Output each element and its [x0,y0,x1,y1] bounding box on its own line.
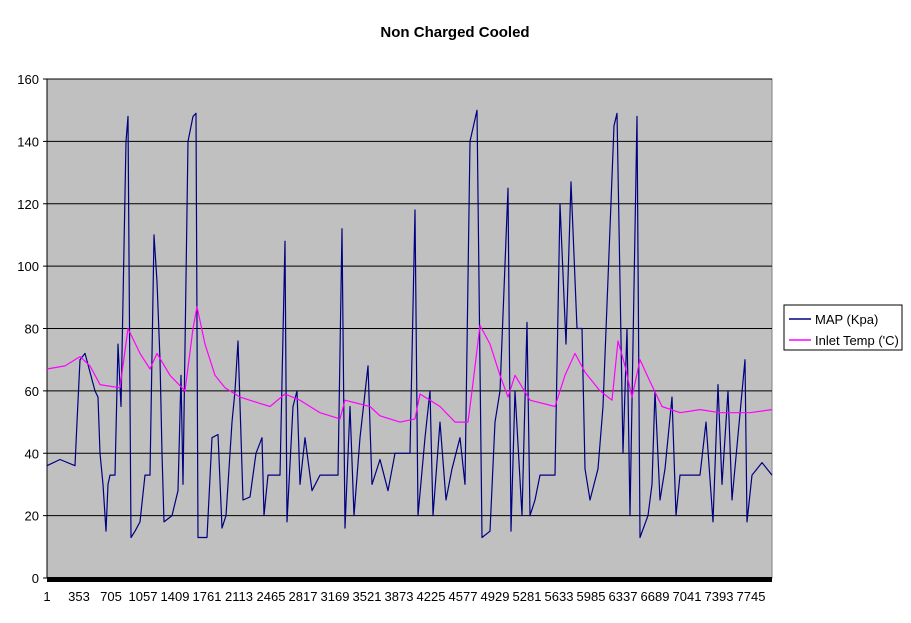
y-tick-label: 120 [17,197,39,212]
x-tick-label: 4577 [449,589,478,604]
legend-label-map: MAP (Kpa) [815,312,878,327]
x-tick-label: 6337 [609,589,638,604]
y-axis: 0 20 40 60 80 100 120 140 160 [17,72,48,586]
x-tick-label: 705 [100,589,122,604]
series-line-inlet-temp [46,306,773,423]
x-tick-label: 1057 [129,589,158,604]
x-tick-label: 3169 [321,589,350,604]
x-tick-label: 6689 [641,589,670,604]
x-tick-label: 7041 [673,589,702,604]
y-tick-label: 20 [25,509,39,524]
chart-title: Non Charged Cooled [380,24,529,41]
y-tick-label: 140 [17,134,39,149]
x-tick-label: 7393 [705,589,734,604]
y-tick-label: 60 [25,384,39,399]
gridlines [47,78,772,517]
x-axis: 1 353 705 1057 1409 1761 2113 2465 2817 3169 3521 3… [43,577,772,604]
x-tick-label: 2465 [257,589,286,604]
x-tick-label: 7745 [737,589,766,604]
legend-label-inlet-temp: Inlet Temp ('C) [815,333,899,348]
series-lines [46,109,773,539]
x-tick-label: 353 [68,589,90,604]
legend: MAP (Kpa) Inlet Temp ('C) [783,304,903,351]
x-tick-label: 2113 [225,589,253,604]
x-tick-label: 4929 [481,589,510,604]
x-tick-label: 5985 [577,589,606,604]
x-tick-label: 3521 [353,589,382,604]
y-tick-label: 0 [32,571,39,586]
legend-box [783,304,903,351]
x-tick-label: 1 [43,589,50,604]
x-axis-line [47,577,772,582]
x-tick-label: 4225 [417,589,446,604]
y-tick-label: 80 [25,322,39,337]
y-tick-label: 40 [25,446,39,461]
x-tick-label: 3873 [385,589,414,604]
y-tick-label: 100 [17,259,39,274]
x-tick-label: 1761 [193,589,222,604]
x-tick-label: 5633 [545,589,574,604]
x-tick-label: 5281 [513,589,542,604]
x-tick-label: 2817 [289,589,318,604]
x-tick-label: 1409 [161,589,190,604]
y-tick-label: 160 [17,72,39,87]
series-line-map [46,109,773,539]
